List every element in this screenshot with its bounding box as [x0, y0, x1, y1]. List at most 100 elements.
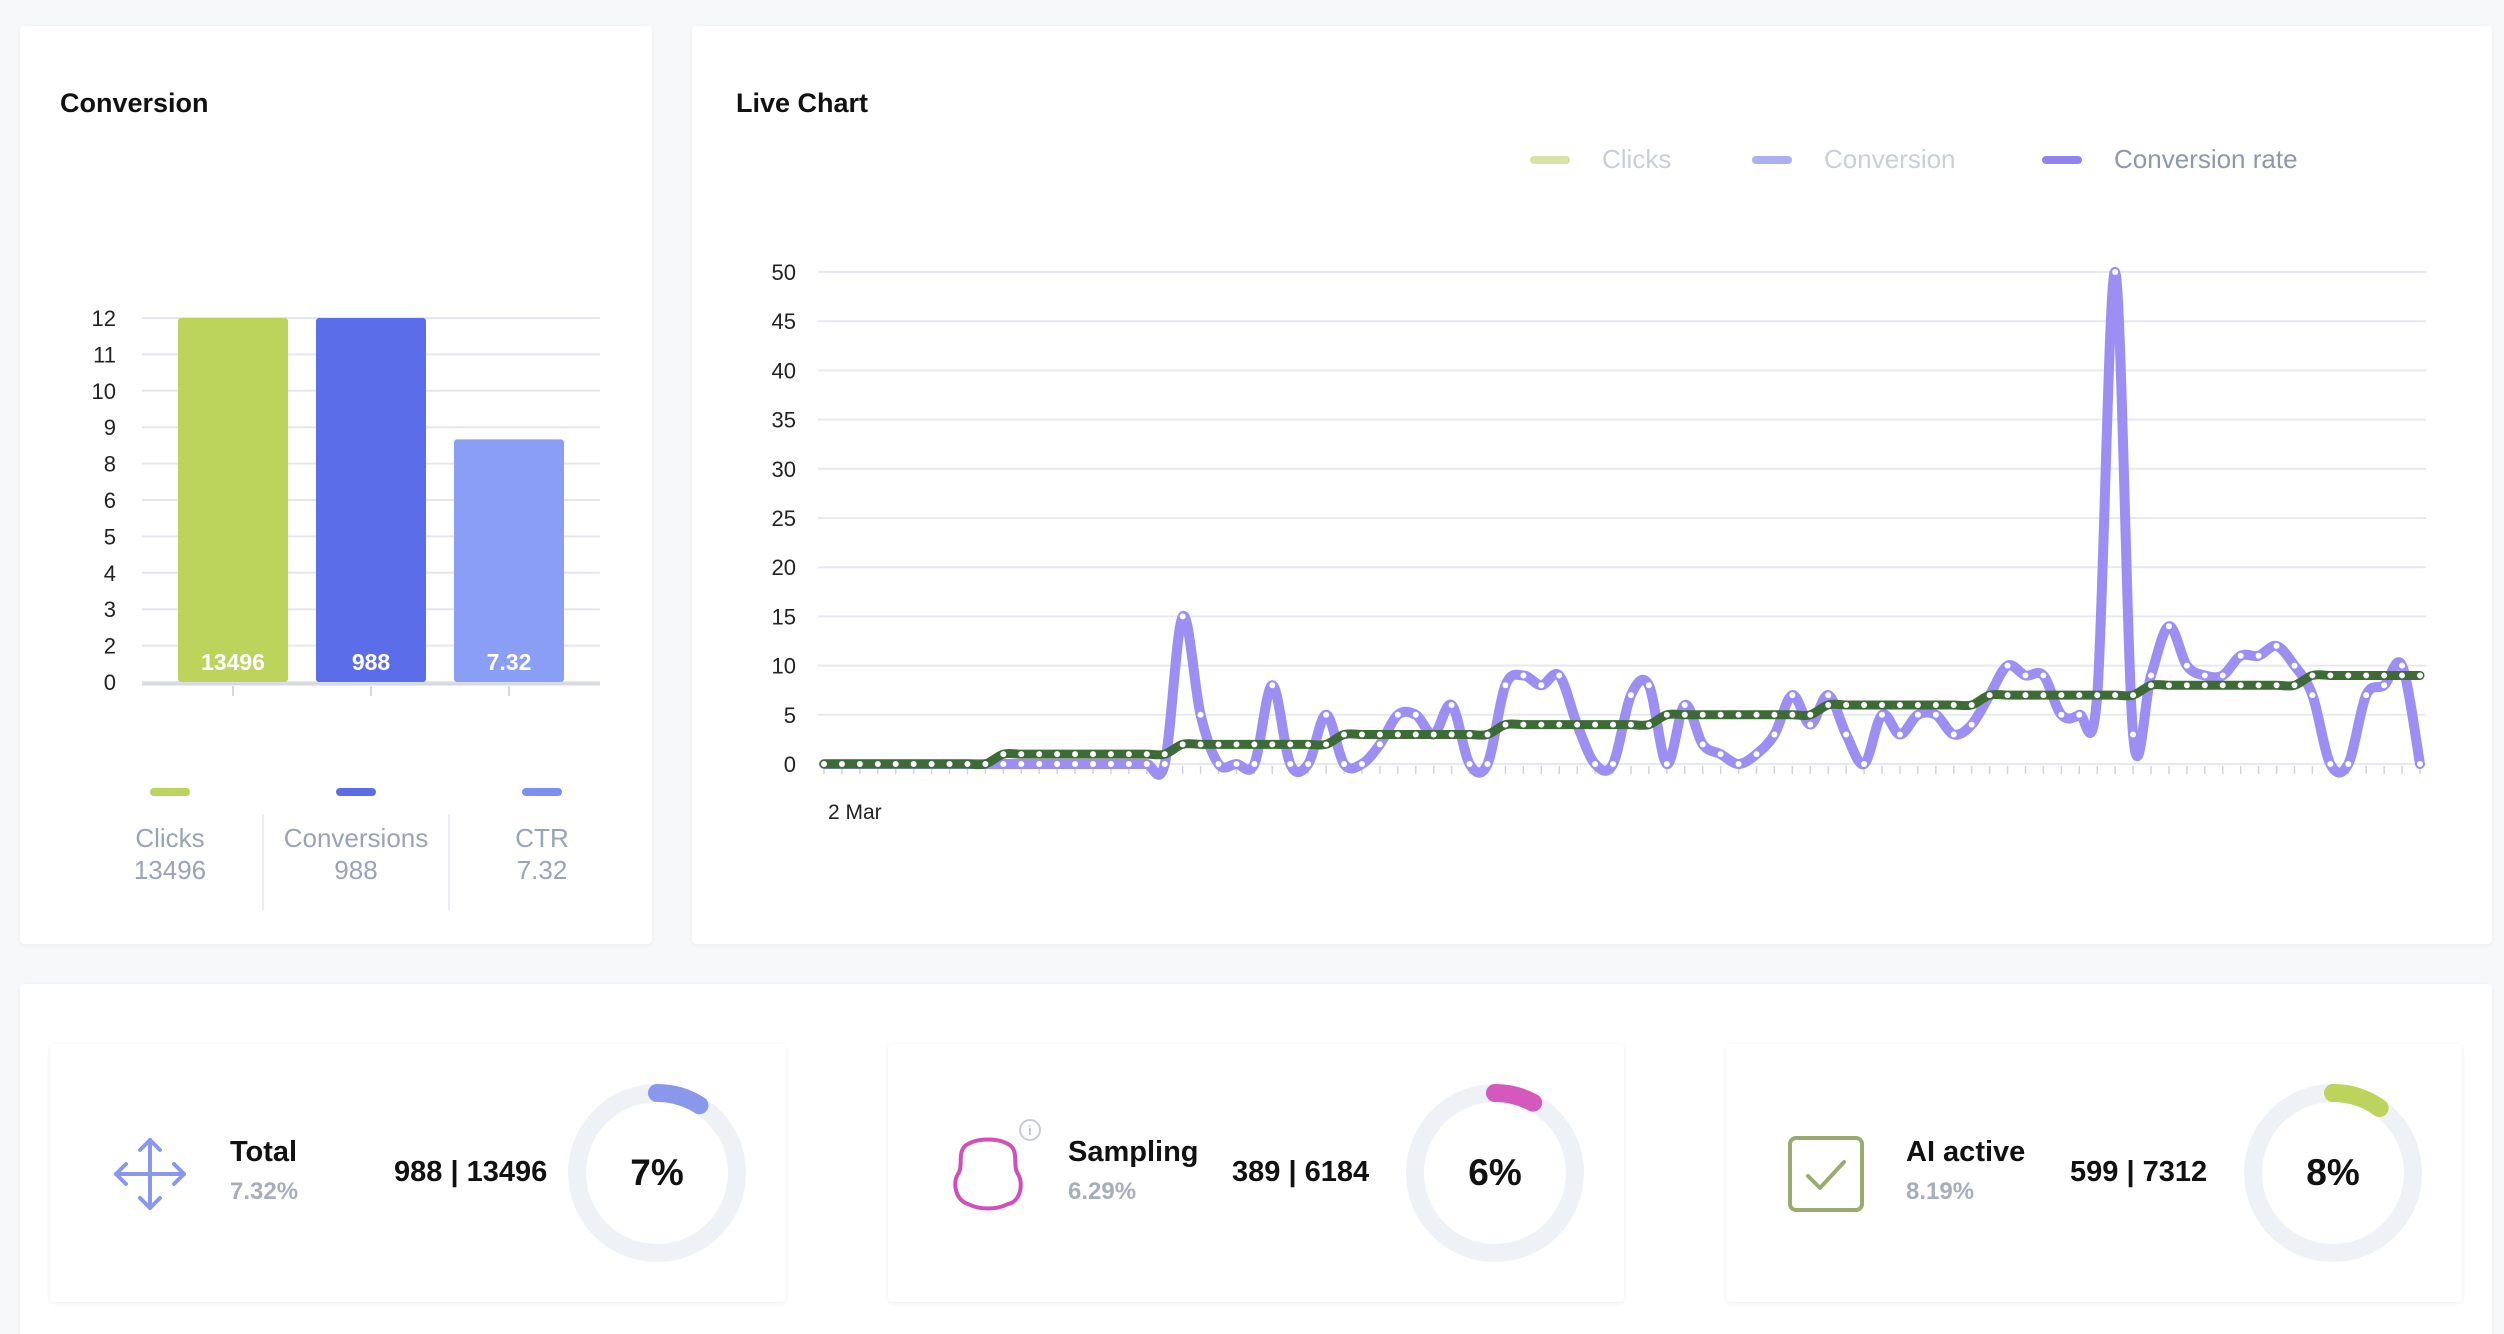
series-point-conversion: [1502, 721, 1509, 728]
series-point-conversion: [1125, 751, 1132, 758]
stat-ratio: 599 | 7312: [2070, 1156, 2208, 1188]
line-y-tick-label: 50: [772, 260, 796, 285]
progress-ring-arc: [2324, 1084, 2389, 1118]
series-point-conversion: [2237, 682, 2244, 689]
series-point-conversion-rate: [1538, 682, 1545, 689]
series-point-conversion: [2273, 682, 2280, 689]
legend-name: Conversions: [283, 823, 429, 853]
series-point-conversion: [1932, 701, 1939, 708]
line-y-tick-label: 0: [784, 752, 796, 777]
progress-ring: [1406, 1084, 1584, 1262]
live-legend-conversion[interactable]: Conversion: [1752, 144, 1956, 175]
series-point-conversion-rate: [2165, 623, 2172, 630]
series-point-conversion: [2112, 692, 2119, 699]
stat-label: AI active: [1906, 1136, 2026, 1168]
series-point-conversion-rate: [2040, 672, 2047, 679]
series-point-conversion-rate: [1879, 711, 1886, 718]
conversion-bar-chart: 0 2 3 4 5 6 8 9 10 11 12 13496 988 7.32: [92, 306, 600, 696]
live-legend-label-conversion-rate: Conversion rate: [2114, 144, 2298, 174]
series-point-conversion-rate: [1018, 761, 1025, 767]
series-point-conversion: [1843, 701, 1850, 708]
series-point-conversion-rate: [1358, 761, 1365, 767]
stat-card-sampling[interactable]: i Sampling 6.29% 389 | 6184 6%: [888, 1044, 1624, 1302]
series-point-conversion-rate: [2237, 652, 2244, 659]
series-point-conversion-rate: [1843, 731, 1850, 738]
series-point-conversion: [1771, 711, 1778, 718]
legend-value: 7.32: [516, 855, 568, 885]
legend-item-clicks[interactable]: Clicks 13496: [77, 788, 263, 886]
bar-data-label: 988: [352, 649, 391, 675]
legend-name: CTR: [515, 823, 569, 853]
series-point-conversion-rate: [2273, 642, 2280, 649]
series-point-conversion: [1681, 711, 1688, 718]
live-legend-clicks[interactable]: Clicks: [1530, 144, 1671, 175]
series-point-conversion: [1018, 751, 1025, 758]
series-point-conversion: [1574, 721, 1581, 728]
series-point-conversion-rate: [1520, 672, 1527, 679]
series-point-conversion: [1484, 731, 1491, 738]
series-point-conversion: [1072, 751, 1079, 758]
series-point-conversion: [1036, 751, 1043, 758]
series-point-conversion: [1323, 741, 1330, 748]
series-point-conversion-rate: [1825, 692, 1832, 699]
series-point-conversion: [1986, 692, 1993, 699]
series-point-conversion: [2255, 682, 2262, 689]
bar-y-tick-label: 12: [92, 306, 116, 331]
series-point-conversion: [1789, 711, 1796, 718]
stat-card-total[interactable]: Total 7.32% 988 | 13496 7%: [50, 1044, 786, 1302]
live-line-chart: 0 5 10 15 20 25 30 35 40 45 50 2 Mar: [772, 260, 2426, 824]
series-point-conversion: [1305, 741, 1312, 748]
series-point-conversion-rate: [1914, 711, 1921, 718]
series-point-conversion: [1627, 721, 1634, 728]
stat-label: Sampling: [1068, 1136, 1199, 1168]
series-point-conversion: [1896, 701, 1903, 708]
live-legend-conversion-rate[interactable]: Conversion rate: [2042, 144, 2298, 175]
series-point-conversion: [2094, 692, 2101, 699]
series-point-conversion-rate: [1287, 761, 1294, 767]
series-point-conversion-rate: [1753, 751, 1760, 758]
series-point-conversion: [1376, 731, 1383, 738]
legend-swatch-clicks: [150, 788, 190, 796]
series-point-conversion-rate: [2022, 672, 2029, 679]
series-point-conversion: [1287, 741, 1294, 748]
series-point-conversion: [1861, 701, 1868, 708]
series-point-conversion: [1251, 741, 1258, 748]
series-point-conversion-rate: [2381, 682, 2388, 689]
svg-text:i: i: [1029, 1123, 1032, 1138]
stat-percent: 6.29%: [1068, 1178, 1137, 1205]
series-point-conversion: [1358, 731, 1365, 738]
series-point-conversion: [1968, 701, 1975, 708]
legend-item-ctr[interactable]: CTR 7.32: [449, 788, 635, 886]
series-point-conversion: [2291, 682, 2298, 689]
live-legend-swatch-conversion-rate: [2042, 155, 2082, 164]
bar-y-tick-label: 6: [104, 488, 116, 513]
series-point-conversion: [1663, 711, 1670, 718]
series-point-conversion: [838, 761, 845, 767]
stat-card-ai-active[interactable]: AI active 8.19% 599 | 7312 8%: [1726, 1044, 2462, 1302]
series-point-conversion-rate: [1592, 761, 1599, 767]
line-x-tick-label: 2 Mar: [828, 801, 882, 824]
series-point-conversion-rate: [1717, 751, 1724, 758]
line-y-tick-label: 35: [772, 408, 796, 433]
series-point-conversion: [1089, 751, 1096, 758]
series-point-conversion-rate: [1699, 741, 1706, 748]
bar-y-tick-label: 4: [104, 561, 116, 586]
series-point-conversion: [2130, 692, 2137, 699]
series-point-conversion-rate: [2417, 761, 2423, 767]
bar-y-tick-label: 2: [104, 634, 116, 659]
live-legend-swatch-conversion: [1752, 155, 1792, 164]
series-point-conversion-rate: [2255, 652, 2262, 659]
series-point-conversion-rate: [1556, 672, 1563, 679]
series-point-conversion: [1197, 741, 1204, 748]
series-point-conversion-rate: [2183, 662, 2190, 669]
series-point-conversion: [1699, 711, 1706, 718]
legend-divider: [448, 814, 450, 910]
series-point-conversion: [1645, 721, 1652, 728]
series-point-conversion-rate: [2201, 672, 2208, 679]
legend-item-conversions[interactable]: Conversions 988: [263, 788, 449, 886]
live-legend-label-conversion: Conversion: [1824, 144, 1956, 174]
legend-divider: [262, 814, 264, 910]
series-point-conversion: [964, 761, 971, 767]
series-point-conversion-rate: [1681, 701, 1688, 708]
live-chart-card: Live Chart Clicks Conversion Conversion …: [692, 26, 2492, 944]
